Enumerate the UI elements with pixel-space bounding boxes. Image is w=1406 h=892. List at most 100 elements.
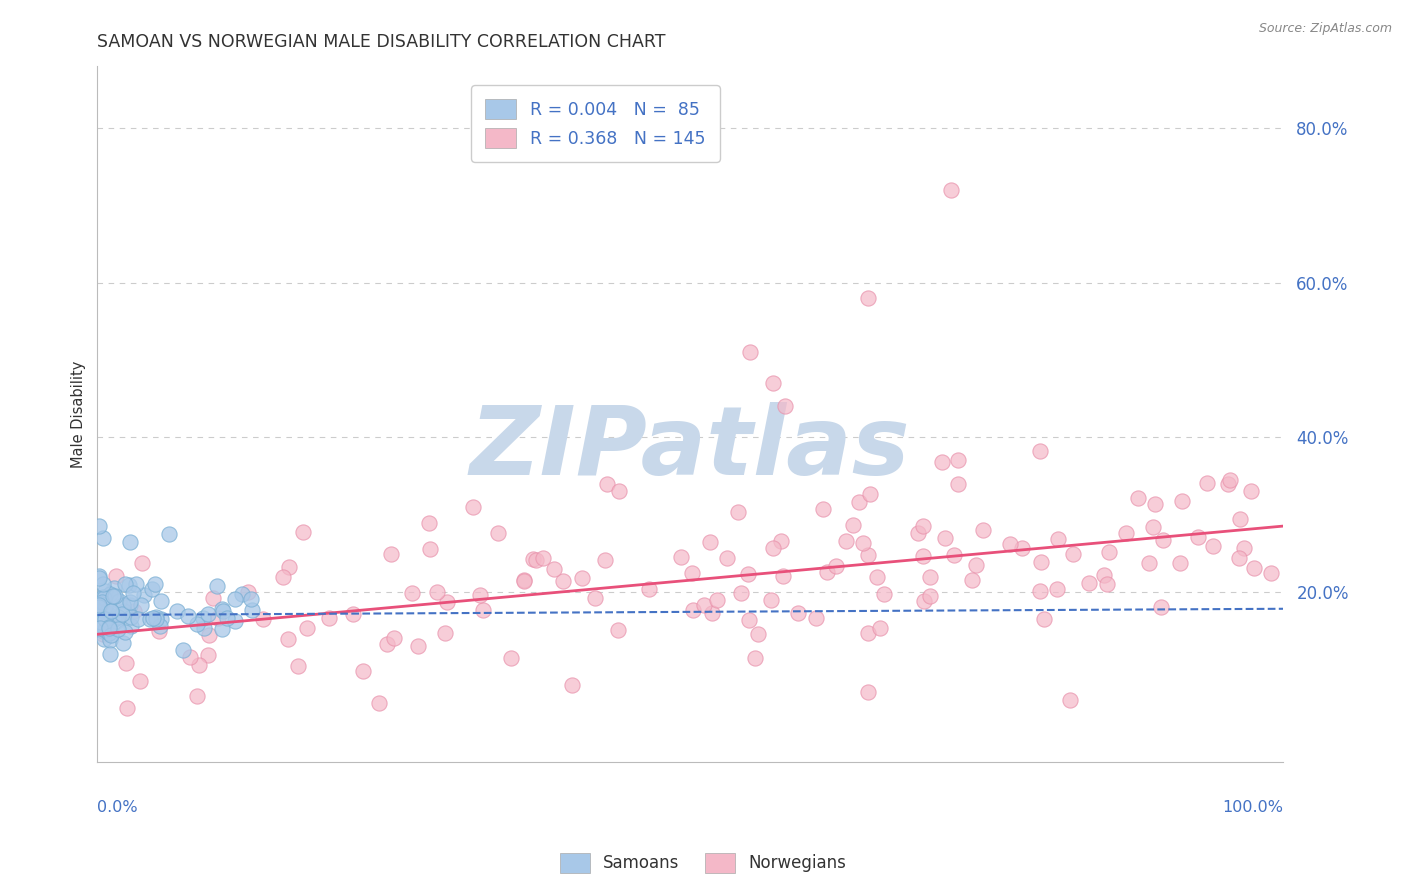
Point xyxy=(93,632,115,646)
Point xyxy=(638,582,661,596)
Point xyxy=(1032,612,1054,626)
Point xyxy=(318,611,340,625)
Point xyxy=(873,587,896,601)
Point xyxy=(94,599,117,614)
Point xyxy=(583,591,606,605)
Point xyxy=(149,612,172,626)
Point xyxy=(815,565,838,579)
Point xyxy=(150,593,173,607)
Point xyxy=(706,593,728,607)
Point xyxy=(946,476,969,491)
Point xyxy=(522,552,544,566)
Point xyxy=(186,689,208,703)
Point xyxy=(787,606,810,620)
Point xyxy=(770,534,793,549)
Point xyxy=(738,345,761,359)
Point xyxy=(179,650,201,665)
Point xyxy=(94,605,117,619)
Point xyxy=(472,603,495,617)
Point xyxy=(911,549,934,563)
Point xyxy=(762,376,785,391)
Point xyxy=(512,573,534,587)
Point xyxy=(98,647,121,661)
Point xyxy=(89,609,111,624)
Point xyxy=(1029,583,1052,598)
Point xyxy=(1077,575,1099,590)
Point xyxy=(856,291,879,305)
Point xyxy=(596,476,619,491)
Point xyxy=(1062,547,1084,561)
Point xyxy=(207,579,229,593)
Point xyxy=(89,621,111,635)
Point xyxy=(297,621,319,635)
Point xyxy=(825,559,848,574)
Point xyxy=(87,571,110,585)
Point xyxy=(907,525,929,540)
Point xyxy=(856,548,879,562)
Point xyxy=(342,607,364,622)
Point xyxy=(761,592,783,607)
Point xyxy=(97,608,120,623)
Point xyxy=(1232,541,1254,555)
Point xyxy=(93,624,115,639)
Point xyxy=(149,619,172,633)
Point xyxy=(401,586,423,600)
Point xyxy=(87,598,110,612)
Point xyxy=(231,587,253,601)
Point xyxy=(139,612,162,626)
Point xyxy=(920,570,942,584)
Point xyxy=(224,614,246,628)
Point xyxy=(1046,532,1069,546)
Point xyxy=(1243,561,1265,575)
Point xyxy=(859,487,882,501)
Point xyxy=(1240,484,1263,499)
Point xyxy=(571,571,593,585)
Point xyxy=(912,594,935,608)
Point xyxy=(806,611,828,625)
Point xyxy=(737,566,759,581)
Point xyxy=(87,599,110,614)
Point xyxy=(375,637,398,651)
Point xyxy=(103,582,125,596)
Point xyxy=(1227,551,1250,566)
Point xyxy=(543,562,565,576)
Point xyxy=(434,625,457,640)
Point xyxy=(470,588,492,602)
Point xyxy=(762,541,785,555)
Legend: R = 0.004   N =  85, R = 0.368   N = 145: R = 0.004 N = 85, R = 0.368 N = 145 xyxy=(471,86,720,162)
Point xyxy=(380,547,402,561)
Point xyxy=(1197,476,1219,491)
Point xyxy=(197,648,219,663)
Point xyxy=(1126,491,1149,505)
Point xyxy=(240,602,263,616)
Point xyxy=(198,628,221,642)
Point xyxy=(101,589,124,603)
Point xyxy=(142,611,165,625)
Point xyxy=(931,455,953,469)
Point xyxy=(100,604,122,618)
Point xyxy=(367,696,389,710)
Point xyxy=(1115,526,1137,541)
Point xyxy=(107,609,129,624)
Point xyxy=(965,558,987,572)
Point xyxy=(125,577,148,591)
Point xyxy=(100,628,122,642)
Point xyxy=(1229,512,1251,526)
Point xyxy=(93,627,115,641)
Point xyxy=(934,531,956,545)
Point xyxy=(943,548,966,562)
Point xyxy=(681,566,703,581)
Point xyxy=(918,589,941,603)
Point xyxy=(211,622,233,636)
Point xyxy=(90,598,112,612)
Point xyxy=(100,604,122,618)
Point xyxy=(91,577,114,591)
Point xyxy=(1144,497,1167,511)
Point xyxy=(747,627,769,641)
Point xyxy=(408,640,430,654)
Point xyxy=(115,656,138,670)
Point xyxy=(114,577,136,591)
Point xyxy=(131,556,153,570)
Point xyxy=(129,673,152,688)
Point xyxy=(700,607,723,621)
